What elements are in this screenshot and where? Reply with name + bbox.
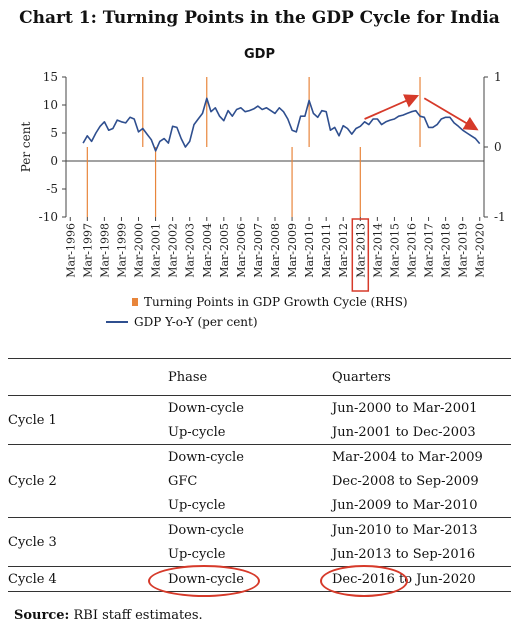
cycle-2-group: Cycle 2 Down-cycle Mar-2004 to Mar-2009 … [8,445,511,518]
legend: Turning Points in GDP Growth Cycle (RHS)… [106,292,408,332]
x-tick-label: Mar-2015 [388,223,401,278]
table-header-row: Phase Quarters [8,358,511,396]
highlighted-phase: Down-cycle [148,564,260,597]
chart-subtitle: GDP [244,47,275,62]
table-row: Cycle 3 Down-cycle Jun-2010 to Mar-2013 [8,518,511,550]
y-tick-label: 10 [43,98,58,112]
x-tick-label: Mar-2012 [337,223,350,278]
x-tick-label: Mar-2004 [201,223,214,278]
y-axis-label: Per cent [19,122,33,173]
x-tick-label: Mar-1996 [64,223,77,278]
x-tick-label: Mar-2007 [252,223,265,278]
x-tick-label: Mar-2009 [286,223,299,278]
x-tick-label: Mar-2020 [474,223,487,278]
x-tick-label: Mar-2014 [371,223,384,278]
phase-cell: Up-cycle [168,497,226,513]
gdp-series-line [82,97,481,152]
quarters-cell: Mar-2004 to Mar-2009 [332,449,483,465]
legend-swatch-bar [132,298,138,306]
quarters-cell: Jun-2000 to Mar-2001 [332,400,478,416]
quarters-cell: Jun-2001 to Dec-2003 [332,424,476,440]
cycle-4-group: Cycle 4 Down-cycle Dec-2016 to Jun-2020 [8,564,511,597]
phase-cell: Up-cycle [168,424,226,440]
legend-swatch-line [106,321,128,323]
highlight-box [351,218,370,292]
y2-tick-label: 1 [494,70,502,84]
red-circle-annotation [148,564,260,597]
cycle-label: Cycle 4 [8,571,57,587]
quarters-cell: Jun-2010 to Mar-2013 [332,522,478,538]
x-tick-label: Mar-2006 [235,223,248,278]
table-header-quarters: Quarters [332,369,391,385]
x-tick-label: Mar-2017 [423,223,436,278]
x-tick-label: Mar-2000 [133,223,146,278]
phase-cell: Down-cycle [168,522,244,538]
x-tick-label: Mar-1998 [98,223,111,278]
table-row: Cycle 2 Down-cycle Mar-2004 to Mar-2009 [8,445,511,489]
table-row: Cycle 1 Down-cycle Jun-2000 to Mar-2001 [8,396,511,428]
y2-tick-label: 0 [494,140,502,154]
source-text: RBI staff estimates. [69,608,203,623]
quarters-cell: Jun-2009 to Mar-2010 [332,497,478,513]
phase-cell: Down-cycle [148,564,332,597]
y-tick-label: -5 [46,182,58,196]
cycle-label: Cycle 1 [8,412,57,428]
x-tick-label: Mar-2016 [405,223,418,278]
quarters-cell: Dec-2008 to Sep-2009 [332,473,479,489]
chart-title: Chart 1: Turning Points in the GDP Cycle… [19,8,500,28]
table-header-phase: Phase [168,369,208,385]
x-tick-label: Mar-2018 [440,223,453,278]
x-tick-label: Mar-2001 [150,223,163,278]
x-tick-label: Mar-1999 [115,223,128,278]
x-tick-label: Mar-2011 [320,223,333,278]
cycle-label: Cycle 3 [8,534,57,550]
quarters-cell: Jun-2013 to Sep-2016 [332,546,476,562]
x-tick-label: Mar-2003 [184,223,197,278]
y-tick-label: -10 [39,210,58,224]
y-tick-label: 5 [50,126,58,140]
phase-cell: GFC [168,473,198,489]
phase-cell: Down-cycle [168,400,244,416]
legend-label-gdp: GDP Y-o-Y (per cent) [134,315,258,329]
up-trend-arrow [364,94,420,120]
source-note: Source: RBI staff estimates. [14,608,203,623]
table-header-cycle [8,359,168,396]
quarters-cell: Dec-2016 to Jun-2020 [320,564,511,597]
highlighted-quarter: Dec-2016 [320,564,408,597]
phase-cell: Down-cycle [168,449,244,465]
cycle-1-group: Cycle 1 Down-cycle Jun-2000 to Mar-2001 … [8,396,511,445]
legend-item-turning-points: Turning Points in GDP Growth Cycle (RHS) [128,292,408,312]
x-tick-label: Mar-1997 [81,223,94,278]
legend-label-turning-points: Turning Points in GDP Growth Cycle (RHS) [144,295,408,309]
table-row: Up-cycle Jun-2009 to Mar-2010 [8,493,511,518]
red-circle-annotation [320,564,408,597]
table-row: Up-cycle Jun-2013 to Sep-2016 [8,542,511,567]
phase-table: Phase Quarters Cycle 1 Down-cycle Jun-20… [8,358,511,597]
x-tick-label: Mar-2019 [457,223,470,278]
table-row: Cycle 4 Down-cycle Dec-2016 to Jun-2020 [8,564,511,597]
y2-tick-label: -1 [494,210,506,224]
quarter-end-text: to Jun-2020 [394,571,476,587]
down-trend-arrow [423,97,479,131]
cycle-3-group: Cycle 3 Down-cycle Jun-2010 to Mar-2013 … [8,518,511,567]
phase-cell: Up-cycle [168,546,226,562]
source-label: Source: [14,608,70,623]
cycle-label: Cycle 2 [8,473,57,489]
table-row: Up-cycle Jun-2001 to Dec-2003 [8,420,511,445]
table-row: GFC Dec-2008 to Sep-2009 [8,469,511,493]
y-tick-label: 15 [43,70,58,84]
y-tick-label: 0 [50,154,58,168]
x-tick-label: Mar-2010 [303,223,316,278]
x-tick-label: Mar-2002 [167,223,180,278]
x-tick-label: Mar-2013 [354,223,367,278]
legend-item-gdp: GDP Y-o-Y (per cent) [106,312,408,332]
x-tick-label: Mar-2005 [218,223,231,278]
x-tick-label: Mar-2008 [269,223,282,278]
